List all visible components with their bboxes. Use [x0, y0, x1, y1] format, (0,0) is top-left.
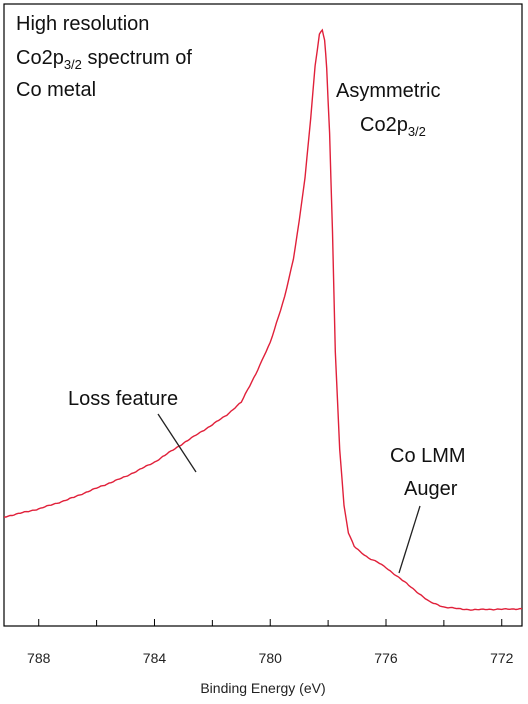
annotation-auger: Co LMM Auger	[390, 445, 466, 574]
asym-subscript: 3/2	[408, 124, 426, 139]
plot-frame	[3, 3, 523, 627]
annotation-loss-feature: Loss feature	[68, 388, 197, 473]
auger-label-line-2: Auger	[404, 478, 458, 500]
auger-label-line-1: Co LMM	[390, 445, 466, 467]
x-tick-label: 784	[143, 650, 167, 666]
loss-feature-pointer	[157, 413, 197, 473]
title-subscript: 3/2	[64, 57, 82, 72]
x-tick-label: 776	[374, 650, 398, 666]
auger-pointer	[398, 505, 421, 574]
annotation-asymmetric: Asymmetric Co2p3/2	[336, 80, 440, 139]
asym-co2p: Co2p	[360, 114, 408, 136]
title-suffix: spectrum of	[82, 47, 192, 69]
spectrum-line-0	[4, 28, 523, 611]
x-ticks: 788 784 780 776 772	[27, 619, 514, 666]
x-tick-label: 780	[259, 650, 283, 666]
x-tick-label: 772	[490, 650, 514, 666]
x-axis-label: Binding Energy (eV)	[200, 680, 325, 696]
asymmetric-label: Asymmetric	[336, 80, 440, 102]
title-co2p: Co2p	[16, 47, 64, 69]
title-line-1: High resolution	[16, 13, 149, 35]
chart-title: High resolution Co2p3/2 spectrum of Co m…	[16, 13, 192, 101]
x-tick-label: 788	[27, 650, 51, 666]
title-line-2: Co2p3/2 spectrum of	[16, 47, 192, 72]
title-line-3: Co metal	[16, 79, 96, 101]
asymmetric-peak-label: Co2p3/2	[360, 114, 426, 139]
spectrum-layer	[4, 28, 523, 611]
loss-feature-label: Loss feature	[68, 388, 178, 410]
